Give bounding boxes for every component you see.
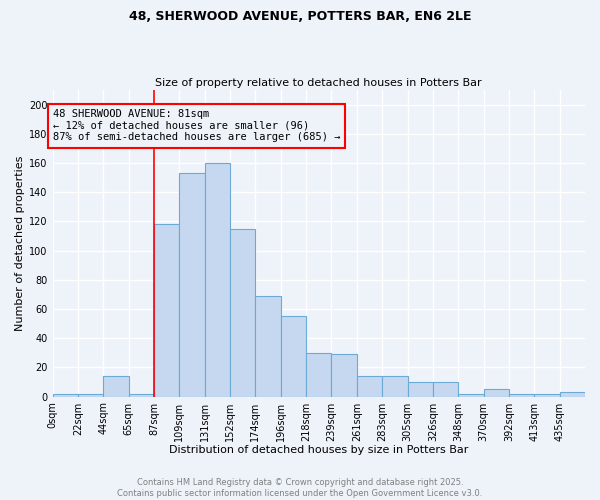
Bar (509, 394, 534, 396)
Bar (560, 392, 585, 396)
Bar (458, 394, 484, 396)
Bar (331, 354, 357, 397)
Bar (306, 353, 331, 397)
Title: Size of property relative to detached houses in Potters Bar: Size of property relative to detached ho… (155, 78, 482, 88)
X-axis label: Distribution of detached houses by size in Potters Bar: Distribution of detached houses by size … (169, 445, 469, 455)
Bar (154, 224, 179, 396)
Text: 48 SHERWOOD AVENUE: 81sqm
← 12% of detached houses are smaller (96)
87% of semi-: 48 SHERWOOD AVENUE: 81sqm ← 12% of detac… (53, 109, 340, 142)
Bar (433, 382, 458, 396)
Bar (281, 316, 306, 396)
Text: Contains HM Land Registry data © Crown copyright and database right 2025.
Contai: Contains HM Land Registry data © Crown c… (118, 478, 482, 498)
Bar (357, 376, 382, 396)
Bar (407, 382, 433, 396)
Bar (205, 163, 230, 396)
Bar (382, 376, 407, 396)
Bar (534, 394, 560, 396)
Bar (78, 394, 103, 396)
Bar (179, 174, 205, 396)
Bar (53, 394, 78, 396)
Bar (484, 390, 509, 396)
Bar (230, 229, 256, 396)
Bar (103, 376, 128, 396)
Bar (128, 394, 154, 396)
Y-axis label: Number of detached properties: Number of detached properties (15, 156, 25, 331)
Bar (256, 296, 281, 396)
Text: 48, SHERWOOD AVENUE, POTTERS BAR, EN6 2LE: 48, SHERWOOD AVENUE, POTTERS BAR, EN6 2L… (129, 10, 471, 23)
